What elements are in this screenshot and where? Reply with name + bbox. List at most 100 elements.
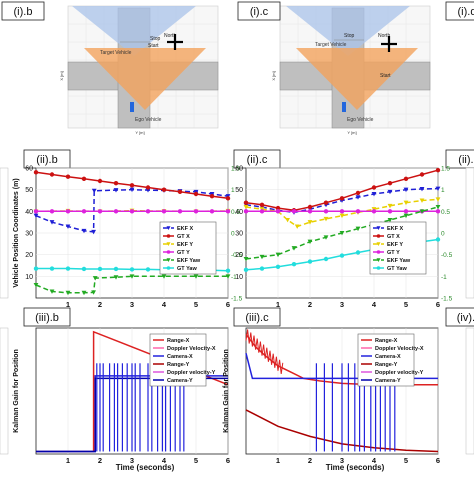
point-ii_b-5-1 <box>49 266 55 271</box>
ytick-right-ii_b-0: -1.5 <box>231 296 243 303</box>
legend-label-ii_c-0: EKF X <box>387 226 404 232</box>
point-ii_c-3-1 <box>259 209 265 214</box>
legend-label-iii_c-4: Doppler velocity-Y <box>375 370 424 376</box>
point-ii_c-1-6 <box>339 196 345 201</box>
xtick-iii_c-1: 2 <box>308 456 312 465</box>
ylabel-iii_b: Kalman Gain for Position <box>13 349 20 433</box>
scene-c-target-label: Target Vehicle <box>315 42 347 48</box>
legend-marker-ii_b-1 <box>166 234 171 238</box>
point-ii_b-5-5 <box>113 266 119 272</box>
scene-b-stop-label: Stop <box>150 36 161 42</box>
xtick-iii_b-3: 4 <box>162 456 167 465</box>
legend-box-ii_c <box>369 221 427 275</box>
xtick-iii_c-2: 3 <box>340 456 344 465</box>
point-ii_c-3-2 <box>275 209 281 214</box>
point-ii_c-3-12 <box>435 209 441 214</box>
legend-marker-ii_c-5 <box>376 266 381 270</box>
point-ii_b-5-12 <box>225 268 231 273</box>
point-ii_c-5-3 <box>291 262 297 267</box>
point-ii_c-5-5 <box>323 256 329 262</box>
point-ii_b-1-6 <box>129 183 135 188</box>
xtick-ii_c-4: 5 <box>404 300 408 309</box>
point-ii_b-5-4 <box>97 266 103 272</box>
point-ii_b-1-2 <box>65 174 71 179</box>
chart-ii-b: 10 20 30 40 50 60 -1.5 -1 -0.5 0 0.5 1 1.5 1 2 3 4 5 6 Vehi… <box>13 166 243 310</box>
point-ii_c-4-4 <box>307 239 313 245</box>
xtick-iii_b-5: 6 <box>226 456 230 465</box>
legend-marker-ii_b-2 <box>166 242 171 246</box>
point-ii_c-1-0 <box>243 200 249 205</box>
point-ii_c-1-4 <box>307 204 313 210</box>
point-ii_b-1-9 <box>177 189 183 195</box>
legend-label-iii_c-0: Range-X <box>375 338 398 344</box>
xtick-iii_b-4: 5 <box>194 456 198 465</box>
chart-iii-c: 1 2 3 4 5 6 Kalman Gain for Position Range-X Dop… <box>223 327 440 465</box>
legend-marker-ii_c-2 <box>376 242 381 246</box>
point-ii_c-2-5 <box>307 220 313 225</box>
label-ivd: (iv).d <box>445 307 474 327</box>
scene-c-ego-label: Ego Vehicle <box>347 117 374 123</box>
ytick-ii_c-3: 40 <box>235 209 243 216</box>
label-iid: (ii).d <box>445 149 474 169</box>
point-ii_b-5-0 <box>33 266 39 271</box>
point-ii_c-1-10 <box>403 176 409 182</box>
legend-label-iii_b-0: Range-X <box>167 338 190 344</box>
point-ii_b-1-3 <box>81 176 87 182</box>
ytick-right-ii_c-3: 0 <box>441 231 445 238</box>
point-ii_c-5-7 <box>355 250 361 255</box>
scene-b-north-label: North <box>164 33 176 39</box>
scene-b-ego-label: Ego Vehicle <box>135 117 162 123</box>
xtick-iii_c-3: 4 <box>372 456 377 465</box>
point-ii_b-0-7 <box>129 187 135 193</box>
point-ii_b-1-11 <box>209 193 215 199</box>
ytick-ii_b-4: 50 <box>25 187 33 194</box>
xtick-iii_b-0: 1 <box>66 456 70 465</box>
legend-label-ii_b-5: GT Yaw <box>177 266 197 272</box>
legend-marker-ii_b-3 <box>166 250 171 254</box>
point-ii_c-2-13 <box>435 197 441 202</box>
scene-b: Stop Start North Target Vehicle Ego Vehi… <box>59 5 219 135</box>
ytick-right-ii_b-1: -1 <box>231 274 237 281</box>
point-ii_c-1-11 <box>419 172 425 177</box>
ytick-right-ii_b-6: 1.5 <box>231 166 240 173</box>
point-ii_c-3-8 <box>371 209 377 214</box>
legend-marker-ii_b-4 <box>166 258 171 262</box>
point-ii_c-3-4 <box>307 209 313 214</box>
legend-marker-ii_c-4 <box>376 258 381 262</box>
ytick-right-ii_b-4: 0.5 <box>231 209 240 216</box>
label-iiib: (iii).b <box>23 307 71 327</box>
xtick-ii_b-0: 1 <box>66 300 70 309</box>
ytick-ii_b-3: 40 <box>25 209 33 216</box>
chart-ii-c: 10 20 30 40 50 60 -1.5 -1 -0.5 0 0.5 1 1.5 1 2 3 4 5 6 EKF … <box>235 166 452 310</box>
xtick-ii_c-5: 6 <box>436 300 440 309</box>
xtick-ii_c-1: 2 <box>308 300 312 309</box>
point-ii_b-3-8 <box>161 209 167 214</box>
xtick-ii_b-3: 4 <box>162 300 167 309</box>
ytick-right-ii_c-4: 0.5 <box>441 209 450 216</box>
label-iic-text: (ii).c <box>247 154 268 166</box>
label-ic-text: (i).c <box>250 6 269 18</box>
cropped-right-panel-iii <box>465 327 474 455</box>
point-ii_c-0-11 <box>419 187 425 192</box>
scene-c-stop-label: Stop <box>344 33 355 39</box>
cropped-left-panel-iii <box>0 327 9 455</box>
xtick-ii_b-2: 3 <box>130 300 134 309</box>
scene-b-orange-cone <box>84 48 206 110</box>
point-ii_b-0-4 <box>91 229 96 235</box>
point-ii_b-3-4 <box>97 209 103 214</box>
point-ii_b-0-0 <box>33 213 39 219</box>
label-id: (i).d <box>445 1 474 21</box>
point-ii_c-5-0 <box>243 267 249 273</box>
point-ii_c-3-0 <box>243 209 249 214</box>
point-ii_b-4-2 <box>65 290 71 296</box>
ytick-ii_b-0: 10 <box>25 274 33 281</box>
scene-b-start-label: Start <box>148 43 159 49</box>
legend-marker-ii_c-1 <box>376 234 381 238</box>
legend-label-ii_b-4: EKF Yaw <box>177 258 201 264</box>
point-ii_b-4-7 <box>129 274 135 279</box>
point-ii_c-2-7 <box>339 213 345 219</box>
point-ii_b-0-3 <box>81 228 87 234</box>
point-ii_b-1-1 <box>49 172 55 177</box>
point-ii_c-5-4 <box>307 259 313 264</box>
